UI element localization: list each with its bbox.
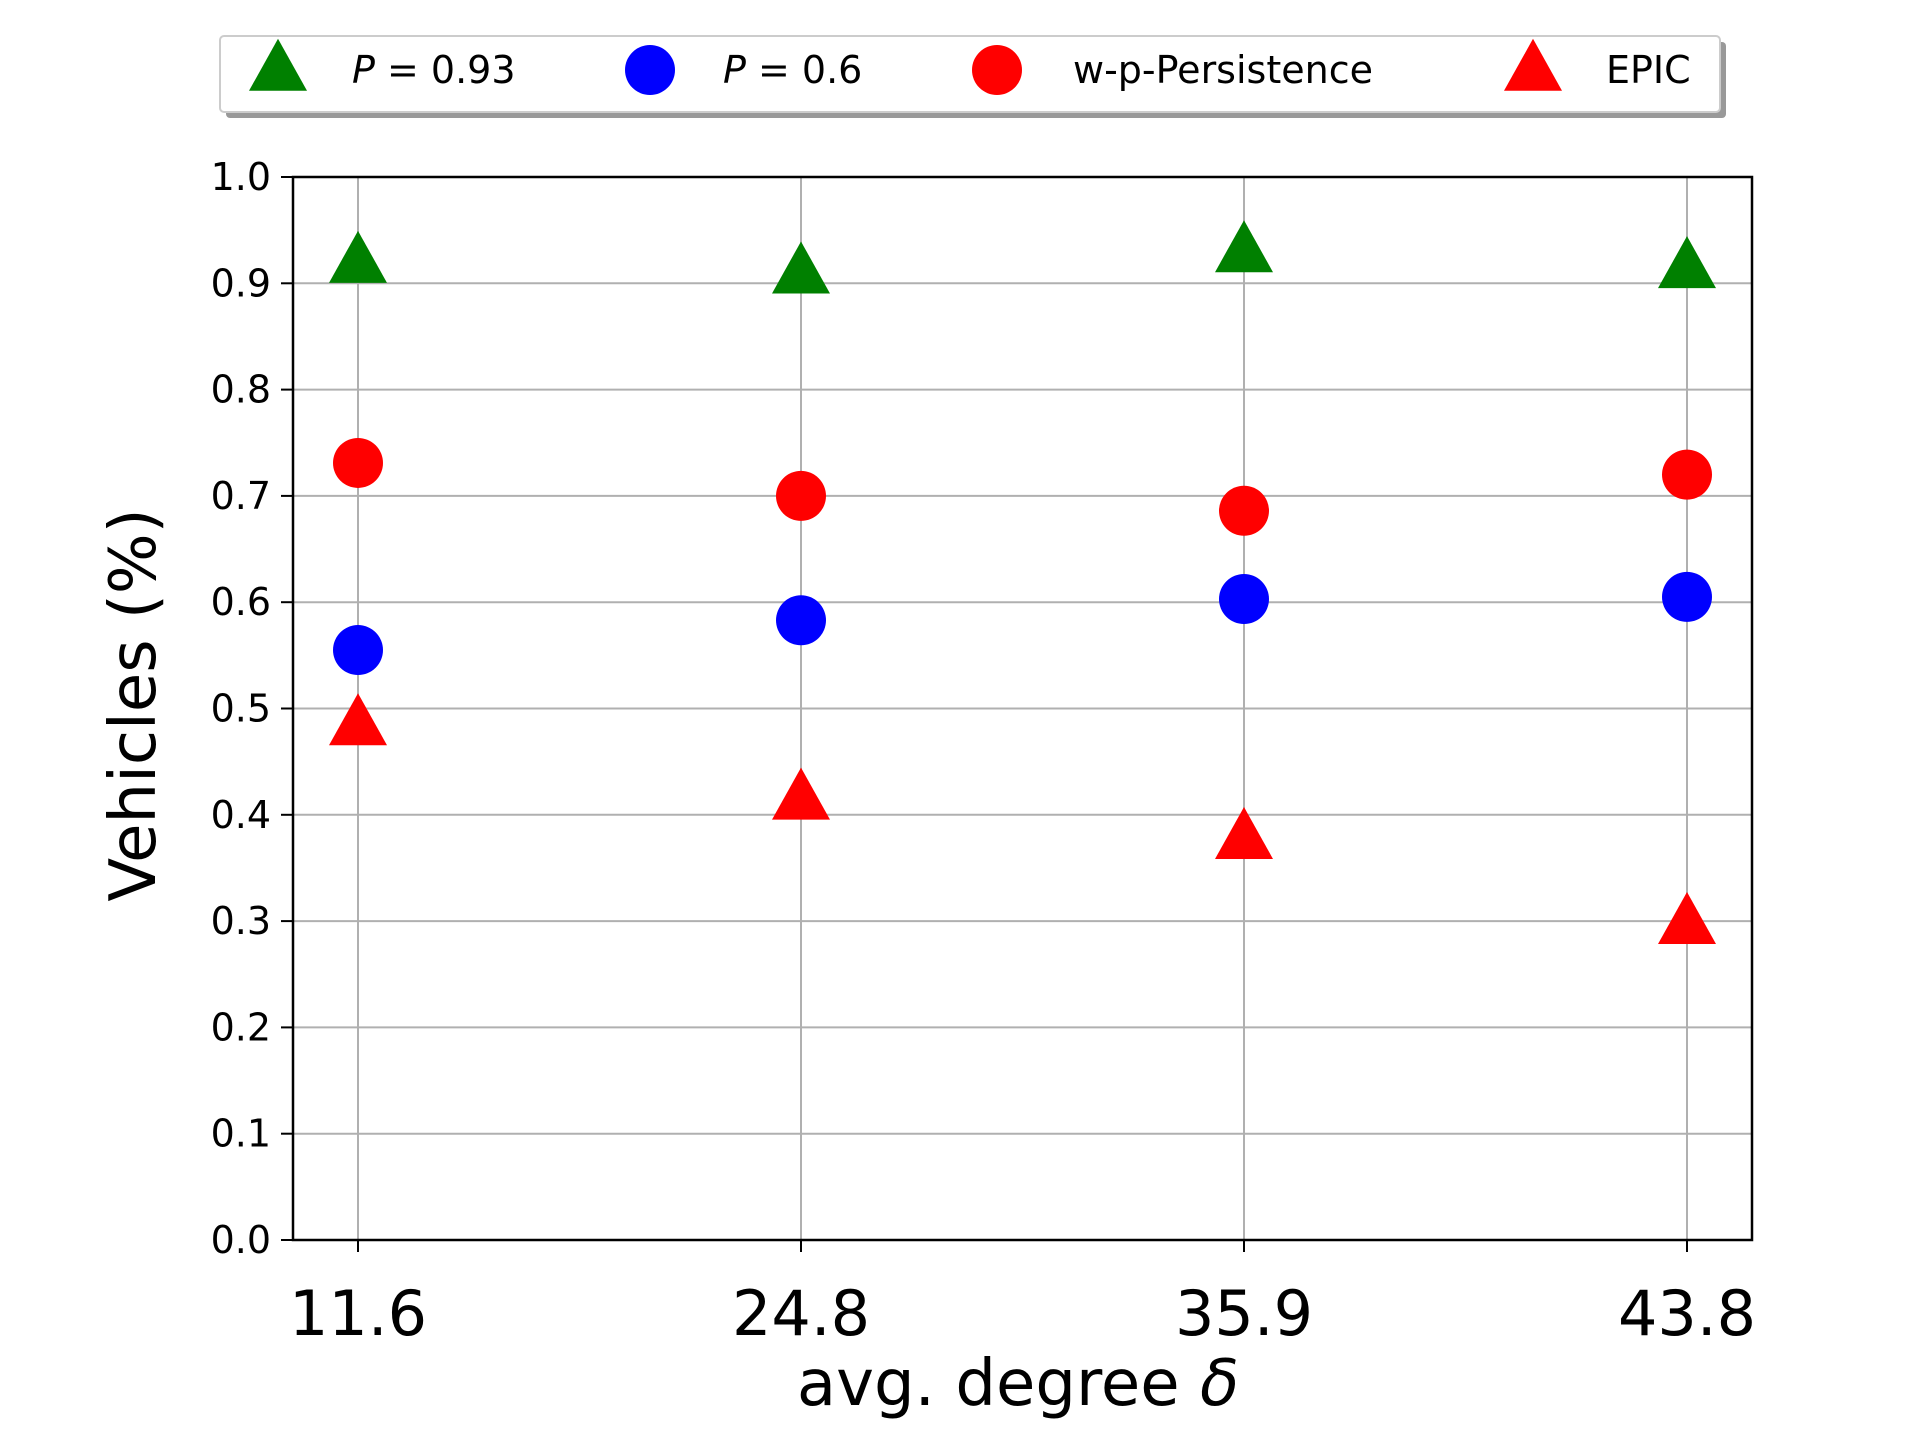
triangle-point: [1658, 892, 1716, 945]
triangle-point: [329, 230, 387, 283]
legend-item-1: P = 0.6: [625, 45, 862, 95]
triangle-point: [772, 767, 830, 820]
series-2: [333, 437, 1712, 536]
legend-frame: [219, 35, 1721, 113]
legend-label: P = 0.93: [352, 48, 516, 92]
series-1: [333, 571, 1712, 676]
legend-item-0: P = 0.93: [249, 38, 516, 92]
legend-circle-marker: [625, 45, 675, 95]
x-tick-label: 11.6: [289, 1277, 427, 1350]
legend-label-text: w-p-Persistence: [1073, 48, 1373, 92]
triangle-point: [1215, 806, 1273, 859]
triangle-point: [1658, 236, 1716, 289]
y-tick-label: 0.6: [211, 580, 271, 624]
x-axis-title: avg. degree δ: [797, 1347, 1239, 1421]
legend-label-text: = 0.93: [375, 48, 516, 92]
y-tick-label: 1.0: [211, 155, 271, 199]
y-tick-label: 0.2: [211, 1005, 271, 1049]
triangle-point: [329, 693, 387, 746]
y-tick-label: 0.9: [211, 261, 271, 305]
legend-item-2: w-p-Persistence: [972, 45, 1373, 95]
series-0: [329, 220, 1716, 294]
x-axis-title-text: avg. degree: [797, 1347, 1200, 1421]
x-axis-title-symbol: δ: [1200, 1347, 1239, 1421]
circle-point: [776, 595, 826, 646]
series-3: [329, 693, 1716, 945]
y-axis-ticks: 0.0 0.1 0.2 0.3 0.4 0.5 0.6 0.7 0.8 0.9 1.0: [211, 155, 293, 1262]
x-tick-label: 35.9: [1175, 1277, 1313, 1350]
legend-label: w-p-Persistence: [1073, 48, 1373, 92]
legend: P = 0.93 P = 0.6 w-p-Persistence EPIC: [219, 35, 1726, 118]
y-tick-label: 0.4: [211, 793, 271, 837]
y-tick-label: 0.1: [211, 1112, 271, 1156]
circle-point: [1662, 449, 1712, 500]
triangle-point: [1215, 220, 1273, 273]
grid: [293, 176, 1752, 1241]
legend-triangle-marker: [1504, 38, 1562, 91]
legend-item-3: EPIC: [1504, 38, 1691, 92]
triangle-point: [772, 241, 830, 294]
y-tick-label: 0.0: [211, 1218, 271, 1262]
x-tick-label: 24.8: [732, 1277, 870, 1350]
plot-frame: [291, 175, 1754, 1242]
y-tick-label: 0.3: [211, 899, 271, 943]
x-axis-ticks: 11.6 24.8 35.9 43.8: [289, 1240, 1756, 1350]
circle-point: [333, 625, 383, 676]
legend-label-text: EPIC: [1606, 48, 1691, 92]
legend-label-var: P: [723, 48, 746, 92]
y-axis-title: Vehicles (%): [97, 508, 171, 901]
legend-circle-marker: [972, 45, 1022, 95]
y-tick-label: 0.7: [211, 474, 271, 518]
circle-point: [1219, 574, 1269, 625]
circle-point: [1662, 571, 1712, 622]
legend-triangle-marker: [249, 38, 307, 91]
y-tick-label: 0.5: [211, 687, 271, 731]
data-points: [329, 220, 1716, 945]
legend-label-text: = 0.6: [746, 48, 862, 92]
x-tick-label: 43.8: [1618, 1277, 1756, 1350]
legend-label: EPIC: [1606, 48, 1691, 92]
circle-point: [333, 437, 383, 488]
legend-label: P = 0.6: [723, 48, 862, 92]
circle-point: [1219, 485, 1269, 536]
circle-point: [776, 470, 826, 521]
y-tick-label: 0.8: [211, 368, 271, 412]
legend-label-var: P: [352, 48, 375, 92]
